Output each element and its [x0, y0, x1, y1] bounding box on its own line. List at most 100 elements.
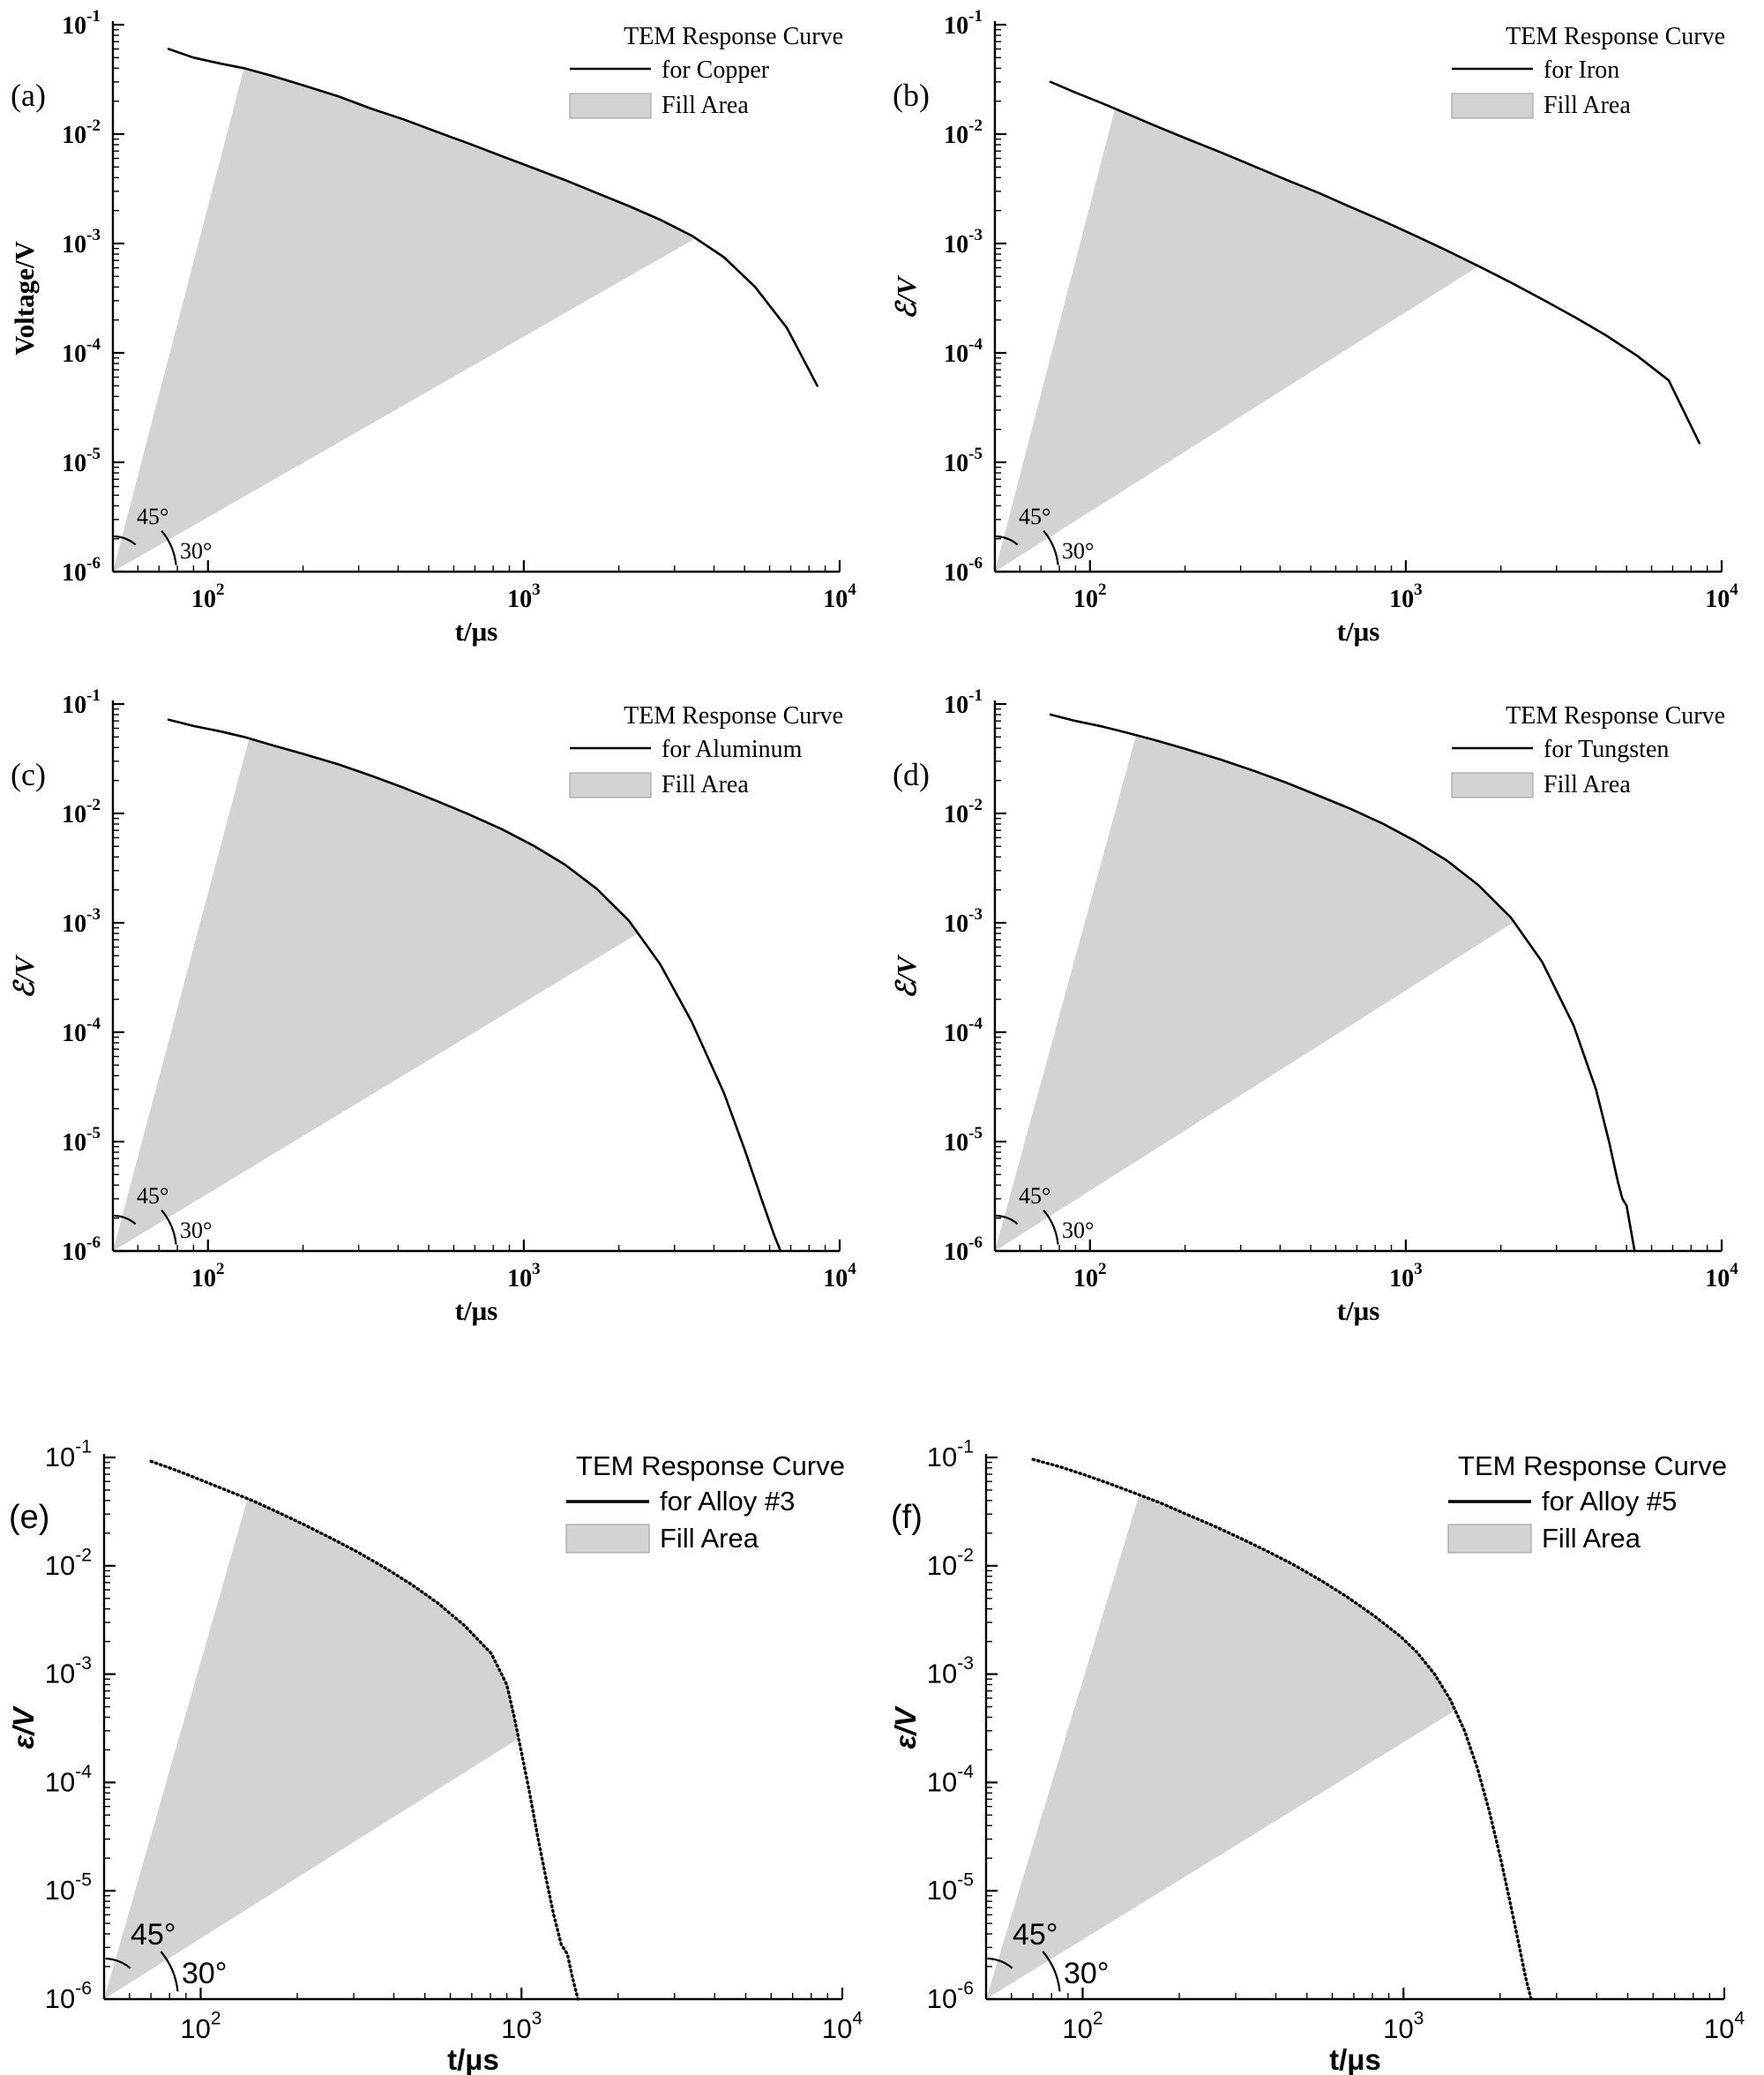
legend: TEM Response Curve for Alloy #3 Fill Area: [565, 1450, 845, 1554]
y-tick-label: 10-4: [944, 335, 983, 368]
legend-fill-label: Fill Area: [1542, 1523, 1641, 1554]
y-tick-label: 10-2: [944, 796, 983, 828]
y-tick-label: 10-4: [62, 335, 101, 368]
angle-arc-45: [996, 1214, 1019, 1225]
angle-arc-45: [114, 535, 137, 546]
x-tick-label: 102: [191, 581, 225, 613]
x-tick-label: 104: [823, 581, 856, 613]
fill-area: [995, 109, 1479, 573]
panel-tag: (b): [893, 78, 930, 113]
legend-title: TEM Response Curve: [1506, 702, 1725, 730]
y-tick-label: 10-1: [62, 686, 101, 719]
legend-fill-swatch: [1451, 93, 1534, 119]
angle-label-30: 30°: [180, 1217, 212, 1243]
angle-label-30: 30°: [182, 1957, 227, 1990]
x-tick-label: 103: [1389, 1260, 1423, 1292]
response-curve: [167, 718, 782, 1253]
y-axis-label: Voltage/V: [9, 241, 40, 356]
y-axis-label: ε/V: [889, 1705, 922, 1749]
y-tick-label: 10-4: [927, 1762, 975, 1798]
legend-series-label: for Copper: [662, 56, 770, 84]
y-tick-label: 10-5: [62, 445, 101, 477]
angle-arc-30: [1043, 529, 1059, 566]
x-tick-label: 102: [1073, 1260, 1107, 1292]
y-tick-label: 10-2: [45, 1545, 92, 1581]
y-tick-label: 10-1: [927, 1437, 974, 1473]
y-tick-label: 10-6: [45, 1979, 92, 2015]
fill-area: [995, 735, 1514, 1251]
x-tick-label: 103: [1383, 2009, 1424, 2045]
x-axis-label: t/μs: [455, 1295, 498, 1326]
legend: TEM Response Curve for Aluminum Fill Area: [569, 702, 843, 798]
fill-area: [113, 68, 696, 573]
y-tick-label: 10-4: [45, 1762, 93, 1798]
x-axis-label: t/μs: [1337, 1295, 1380, 1326]
response-curve: [1049, 80, 1700, 445]
x-tick-label: 102: [180, 2009, 220, 2045]
y-tick-label: 10-6: [944, 554, 983, 587]
y-tick-label: 10-6: [944, 1233, 983, 1266]
y-tick-label: 10-3: [944, 905, 983, 938]
tem-chart-alloy5: 45°30° 102 103 104 10-1 10-2 10-3 10-4 10-5 10-6 t…: [889, 1437, 1745, 2075]
y-tick-label: 10-1: [944, 686, 983, 719]
chart-panel-d: 45° 30° 102 103 104 10-1 10-2 10-3 10-4 10-5 10-6 t…: [882, 679, 1764, 1359]
response-curve: [149, 1459, 579, 2001]
legend-fill-swatch: [569, 772, 652, 798]
angle-label-45: 45°: [137, 504, 168, 529]
fill-area: [104, 1498, 519, 1999]
tem-chart-alloy3: 45°30° 102 103 104 10-1 10-2 10-3 10-4 10-5 10-6 t…: [7, 1437, 863, 2075]
x-axis-label: t/μs: [1337, 616, 1380, 647]
legend-title: TEM Response Curve: [576, 1450, 845, 1481]
y-axis-label: ε/V: [7, 1705, 40, 1749]
tem-chart-tungsten: 45° 30° 102 103 104 10-1 10-2 10-3 10-4 10-5 10-6 t…: [891, 686, 1738, 1326]
y-tick-label: 10-5: [944, 445, 983, 477]
legend: TEM Response Curve for Alloy #5 Fill Area: [1447, 1450, 1727, 1554]
legend-series-label: for Iron: [1544, 56, 1619, 84]
x-tick-label: 103: [507, 1260, 541, 1292]
legend-fill-label: Fill Area: [1544, 92, 1631, 119]
angle-label-45: 45°: [131, 1918, 176, 1951]
angle-label-30: 30°: [1064, 1957, 1109, 1990]
panel-tag: (a): [11, 78, 46, 113]
x-tick-label: 104: [822, 2009, 863, 2045]
legend-title: TEM Response Curve: [624, 702, 843, 730]
response-curve: [167, 48, 818, 387]
legend-series-label: for Alloy #3: [660, 1486, 795, 1517]
x-tick-label: 102: [191, 1260, 225, 1292]
x-tick-label: 102: [1062, 2009, 1102, 2045]
y-tick-label: 10-3: [62, 226, 101, 258]
y-tick-label: 10-2: [944, 116, 983, 149]
legend-fill-label: Fill Area: [662, 771, 749, 798]
x-tick-label: 102: [1073, 581, 1107, 613]
legend-fill-swatch: [569, 93, 652, 119]
panel-tag: (e): [9, 1499, 49, 1536]
y-tick-label: 10-2: [62, 796, 101, 828]
y-tick-label: 10-6: [62, 554, 101, 587]
y-axis-label: ℰ/V: [891, 275, 922, 319]
y-tick-label: 10-3: [45, 1653, 92, 1689]
angle-arc-30: [160, 1951, 179, 1992]
x-tick-label: 104: [823, 1260, 856, 1292]
angle-arc-30: [1043, 1209, 1059, 1245]
panel-tag: (d): [893, 757, 930, 792]
x-tick-label: 104: [1705, 581, 1738, 613]
panel-tag: (c): [11, 757, 46, 792]
legend-fill-label: Fill Area: [1544, 771, 1631, 798]
x-tick-label: 103: [507, 581, 541, 613]
angle-label-45: 45°: [1019, 504, 1050, 529]
legend-title: TEM Response Curve: [1458, 1450, 1727, 1481]
angle-arc-45: [114, 1214, 137, 1225]
y-tick-label: 10-2: [927, 1545, 974, 1581]
y-tick-label: 10-6: [62, 1233, 101, 1266]
angle-label-30: 30°: [1062, 1217, 1094, 1243]
y-tick-label: 10-3: [62, 905, 101, 938]
angle-label-45: 45°: [1019, 1183, 1050, 1209]
y-tick-label: 10-2: [62, 116, 101, 149]
response-curve: [1049, 713, 1636, 1253]
y-tick-label: 10-4: [944, 1015, 983, 1047]
angle-arc-30: [161, 1209, 177, 1245]
legend-series-label: for Alloy #5: [1542, 1486, 1677, 1517]
legend-series-label: for Tungsten: [1544, 736, 1669, 763]
y-tick-label: 10-5: [944, 1124, 983, 1157]
